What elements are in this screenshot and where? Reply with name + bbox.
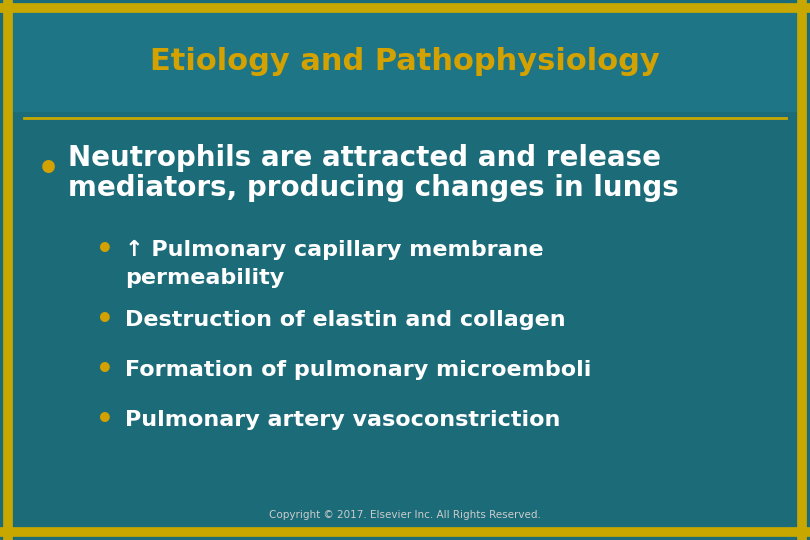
Text: mediators, producing changes in lungs: mediators, producing changes in lungs xyxy=(68,174,679,202)
Text: •: • xyxy=(96,356,114,384)
Text: Etiology and Pathophysiology: Etiology and Pathophysiology xyxy=(150,48,660,77)
Text: ↑ Pulmonary capillary membrane: ↑ Pulmonary capillary membrane xyxy=(125,240,544,260)
Text: Neutrophils are attracted and release: Neutrophils are attracted and release xyxy=(68,144,661,172)
Text: Formation of pulmonary microemboli: Formation of pulmonary microemboli xyxy=(125,360,591,380)
Text: •: • xyxy=(96,306,114,334)
Bar xyxy=(12,12,798,112)
Text: •: • xyxy=(96,236,114,264)
Text: Destruction of elastin and collagen: Destruction of elastin and collagen xyxy=(125,310,565,330)
Text: •: • xyxy=(96,406,114,434)
Text: •: • xyxy=(36,153,60,187)
Text: Copyright © 2017. Elsevier Inc. All Rights Reserved.: Copyright © 2017. Elsevier Inc. All Righ… xyxy=(269,510,541,520)
Text: permeability: permeability xyxy=(125,268,284,288)
Text: Pulmonary artery vasoconstriction: Pulmonary artery vasoconstriction xyxy=(125,410,561,430)
